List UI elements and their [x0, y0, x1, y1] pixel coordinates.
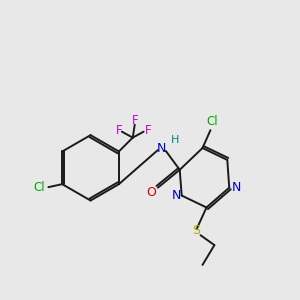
- Text: Cl: Cl: [34, 181, 45, 194]
- Text: S: S: [193, 224, 201, 237]
- Text: F: F: [116, 124, 122, 137]
- Text: O: O: [146, 186, 156, 199]
- Text: N: N: [157, 142, 167, 154]
- Text: N: N: [172, 189, 182, 202]
- Text: F: F: [131, 114, 138, 127]
- Text: F: F: [145, 124, 152, 137]
- Text: N: N: [232, 181, 241, 194]
- Text: Cl: Cl: [207, 115, 218, 128]
- Text: H: H: [171, 135, 179, 145]
